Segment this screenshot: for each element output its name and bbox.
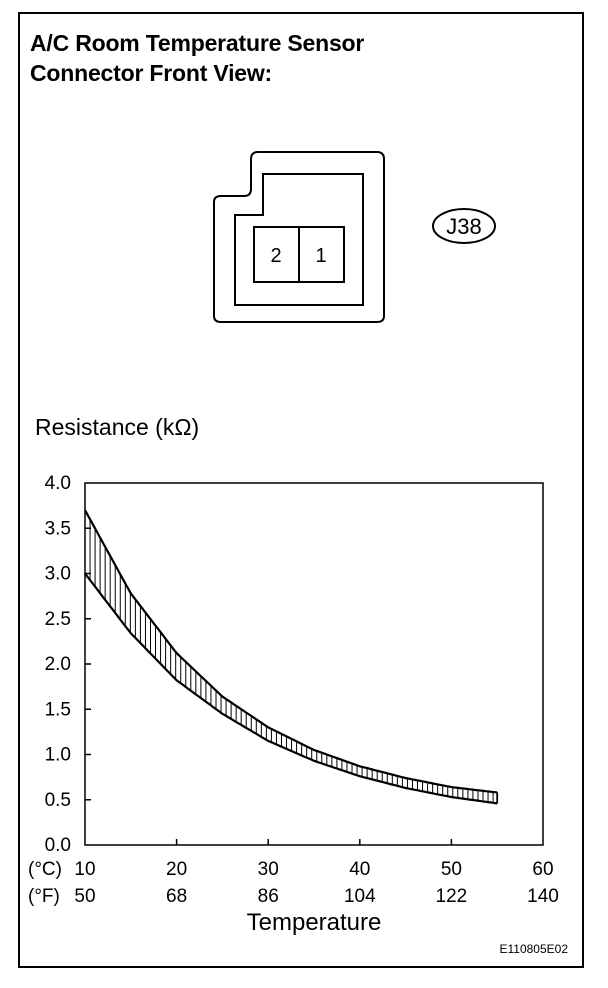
y-tick-label: 2.5 [45, 609, 71, 630]
y-tick-label: 0.5 [45, 790, 71, 811]
x-tick-label-f: 140 [527, 886, 559, 907]
title-line-1: A/C Room Temperature Sensor [30, 30, 365, 56]
x-tick-label-f: 86 [258, 886, 279, 907]
pin-1-label: 1 [315, 245, 326, 267]
y-axis-title: Resistance (kΩ) [35, 414, 199, 440]
x-unit-celsius: (°C) [28, 859, 62, 880]
y-tick-label: 2.0 [45, 654, 71, 675]
y-tick-label: 4.0 [45, 473, 71, 494]
x-tick-label-c: 10 [74, 859, 95, 880]
y-tick-label: 3.5 [45, 518, 71, 539]
x-axis-title: Temperature [247, 909, 382, 936]
upper-limit-curve [84, 509, 498, 794]
connector-id-badge [432, 208, 496, 244]
x-tick-label-f: 104 [344, 886, 376, 907]
x-tick-label-c: 60 [532, 859, 553, 880]
y-tick-label: 1.5 [45, 699, 71, 720]
connector-id-label: J38 [446, 214, 481, 239]
x-tick-label-c: 30 [258, 859, 279, 880]
figure-code: E110805E02 [499, 942, 568, 956]
connector-housing-inner [234, 173, 364, 306]
x-tick-label-f: 50 [74, 886, 95, 907]
x-axis-ticks: 10 50 20 68 30 86 40 104 50 122 60 140 [74, 839, 559, 907]
x-tick-label-c: 40 [349, 859, 370, 880]
x-unit-fahrenheit: (°F) [28, 886, 60, 907]
x-tick-label-c: 20 [166, 859, 187, 880]
pin-cavity-1 [298, 226, 345, 283]
connector-housing-outer [213, 151, 385, 323]
lower-limit-curve [84, 572, 498, 805]
figure-frame [18, 12, 584, 968]
x-tick-label-f: 68 [166, 886, 187, 907]
figure-title: A/C Room Temperature Sensor Connector Fr… [30, 28, 364, 88]
y-tick-label: 1.0 [45, 745, 71, 766]
title-line-2: Connector Front View: [30, 60, 272, 86]
x-tick-label-f: 122 [436, 886, 468, 907]
x-tick-label-c: 50 [441, 859, 462, 880]
connector-front-view [213, 151, 385, 323]
y-tick-label: 0.0 [45, 835, 71, 856]
y-axis-ticks: 4.0 3.5 3.0 2.5 2.0 1.5 1.0 0.5 0.0 [45, 473, 91, 856]
pin-2-label: 2 [270, 245, 281, 267]
y-tick-label: 3.0 [45, 564, 71, 585]
resistance-band [84, 509, 499, 805]
